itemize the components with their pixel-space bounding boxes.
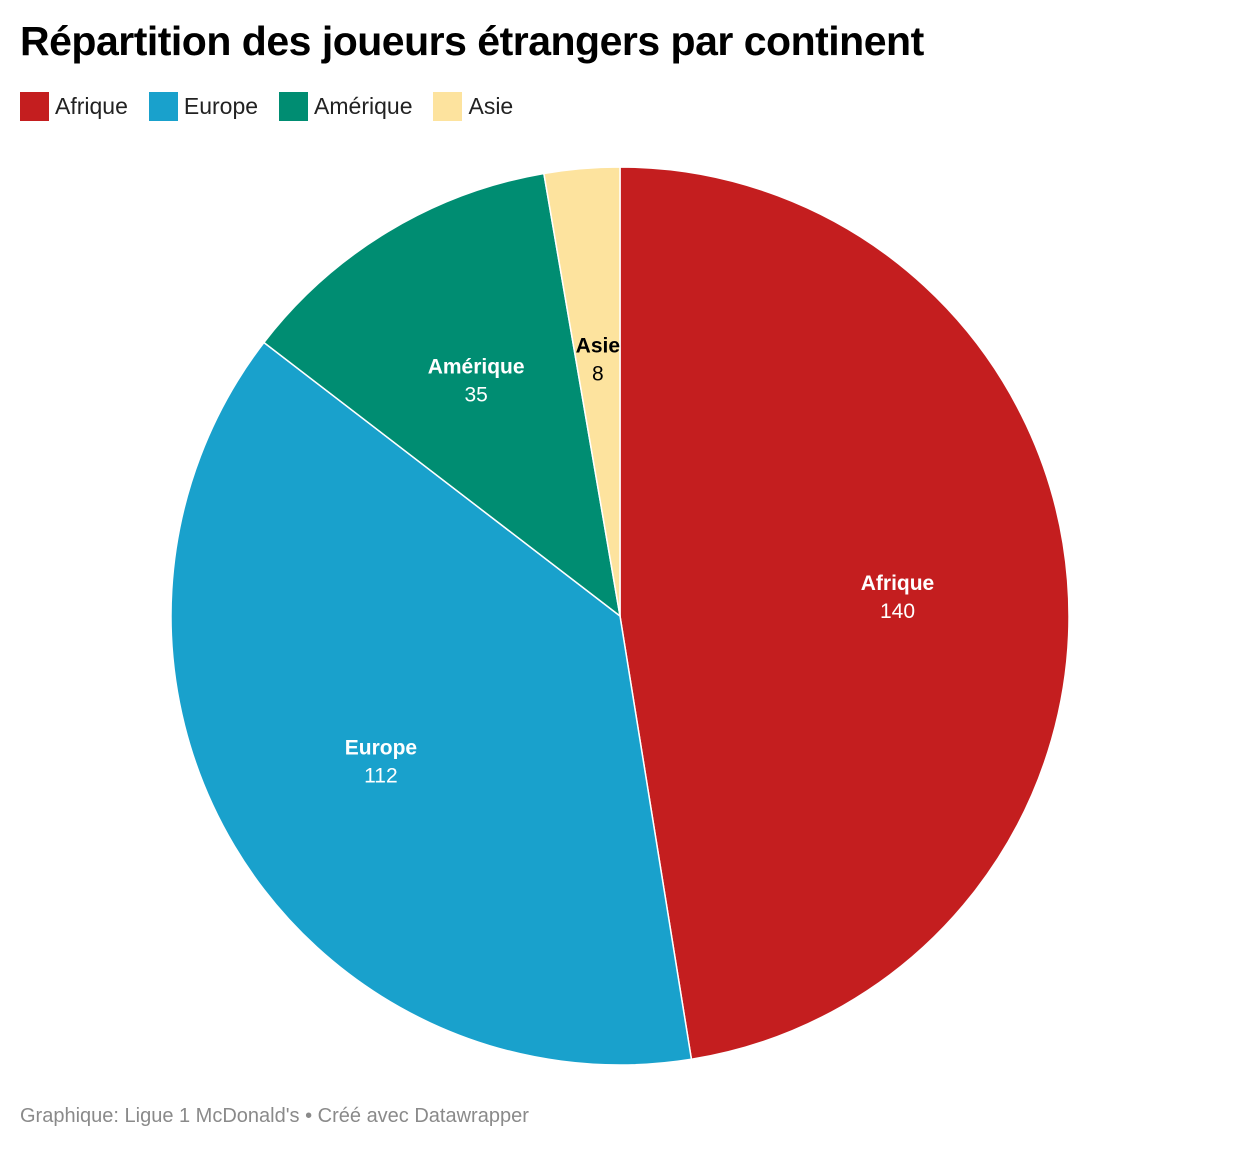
legend-swatch-asie (433, 92, 463, 121)
legend-swatch-afrique (20, 92, 49, 121)
slice-label-europe: Europe (345, 737, 417, 760)
legend-item-amerique: Amérique (279, 92, 412, 121)
slice-label-amerique: Amérique (428, 356, 525, 379)
slice-label-asie: Asie (576, 335, 620, 358)
pie-slice-amerique (262, 172, 622, 618)
pie-slice-afrique (619, 166, 1070, 1061)
pie-slice-asie (542, 166, 621, 617)
legend-label-europe: Europe (183, 93, 259, 119)
chart-title: Répartition des joueurs étrangers par co… (20, 18, 924, 64)
legend-label-asie: Asie (468, 93, 514, 119)
chart-footer: Graphique: Ligue 1 McDonald's • Créé ave… (20, 1105, 529, 1127)
slice-label-afrique: Afrique (861, 572, 935, 595)
slice-value-europe: 112 (364, 765, 397, 788)
legend-item-europe: Europe (148, 92, 259, 121)
legend: Afrique Europe Amérique Asie (20, 92, 534, 121)
legend-item-asie: Asie (433, 92, 513, 121)
pie-slice-europe (170, 341, 693, 1066)
legend-label-amerique: Amérique (314, 93, 413, 119)
legend-item-afrique: Afrique (20, 92, 128, 121)
legend-swatch-europe (148, 92, 178, 121)
slice-value-asie: 8 (592, 363, 604, 386)
slice-value-afrique: 140 (880, 600, 915, 623)
legend-swatch-amerique (279, 92, 309, 121)
legend-label-afrique: Afrique (55, 93, 128, 119)
slice-value-amerique: 35 (464, 384, 487, 407)
